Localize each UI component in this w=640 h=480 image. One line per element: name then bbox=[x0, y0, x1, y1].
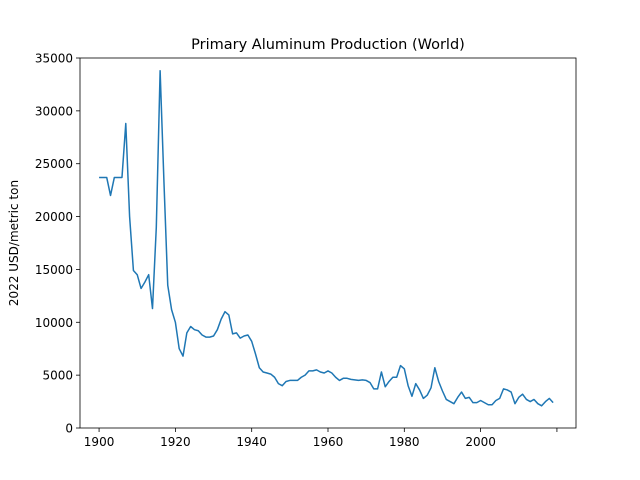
y-tick-label: 10000 bbox=[35, 316, 73, 330]
y-tick-label: 5000 bbox=[42, 369, 73, 383]
y-tick-label: 35000 bbox=[35, 52, 73, 66]
y-tick-label: 25000 bbox=[35, 157, 73, 171]
x-tick-label: 2000 bbox=[465, 435, 496, 449]
y-axis-label: 2022 USD/metric ton bbox=[7, 180, 21, 306]
plot-area bbox=[79, 57, 577, 429]
y-axis-ticks: 0 5000 10000 15000 20000 25000 30000 35000 bbox=[35, 52, 80, 436]
x-tick-label: 1900 bbox=[84, 435, 115, 449]
y-tick-label: 0 bbox=[65, 422, 73, 436]
y-tick-label: 30000 bbox=[35, 104, 73, 118]
y-tick-label: 20000 bbox=[35, 210, 73, 224]
y-tick-label: 15000 bbox=[35, 263, 73, 277]
series-line bbox=[99, 69, 554, 407]
x-tick-label: 1960 bbox=[313, 435, 344, 449]
chart-title: Primary Aluminum Production (World) bbox=[191, 37, 465, 53]
x-tick-label: 1940 bbox=[236, 435, 267, 449]
x-axis-ticks: 1900 1920 1940 1960 1980 2000 bbox=[84, 428, 558, 449]
x-tick-label: 1980 bbox=[389, 435, 420, 449]
x-tick-label: 1920 bbox=[160, 435, 191, 449]
axes-frame bbox=[79, 57, 577, 429]
